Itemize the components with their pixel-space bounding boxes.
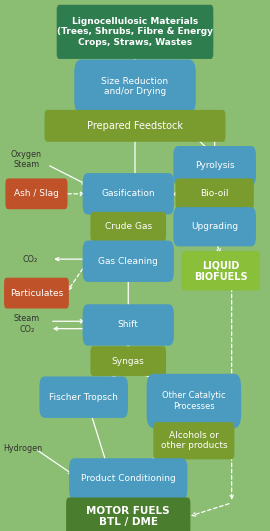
FancyBboxPatch shape xyxy=(90,346,166,376)
FancyBboxPatch shape xyxy=(39,376,128,418)
FancyBboxPatch shape xyxy=(83,304,174,346)
Text: Pyrolysis: Pyrolysis xyxy=(195,161,234,170)
Text: CO₂: CO₂ xyxy=(23,255,38,263)
Text: Other Catalytic
Processes: Other Catalytic Processes xyxy=(162,391,226,410)
FancyBboxPatch shape xyxy=(66,498,190,531)
FancyBboxPatch shape xyxy=(147,374,241,428)
FancyBboxPatch shape xyxy=(83,173,174,215)
Text: LIQUID
BIOFUELS: LIQUID BIOFUELS xyxy=(194,260,248,281)
Text: Size Reduction
and/or Drying: Size Reduction and/or Drying xyxy=(102,77,168,96)
Text: Shift: Shift xyxy=(118,321,139,329)
Text: Hydrogen: Hydrogen xyxy=(4,444,42,453)
FancyBboxPatch shape xyxy=(153,422,234,459)
Text: Ash / Slag: Ash / Slag xyxy=(14,190,59,198)
Text: Oxygen
Steam: Oxygen Steam xyxy=(11,150,42,169)
Text: Particulates: Particulates xyxy=(10,289,63,297)
FancyBboxPatch shape xyxy=(90,212,166,242)
FancyBboxPatch shape xyxy=(173,146,256,185)
FancyBboxPatch shape xyxy=(74,59,196,114)
FancyBboxPatch shape xyxy=(182,251,260,290)
Text: Alcohols or
other products: Alcohols or other products xyxy=(161,431,227,450)
Text: Product Conditioning: Product Conditioning xyxy=(81,475,176,483)
FancyBboxPatch shape xyxy=(173,207,256,246)
Text: Upgrading: Upgrading xyxy=(191,222,238,231)
Text: Fischer Tropsch: Fischer Tropsch xyxy=(49,393,118,401)
FancyBboxPatch shape xyxy=(69,458,187,500)
Text: Lignocellulosic Materials
(Trees, Shrubs, Fibre & Energy
Crops, Straws, Wastes: Lignocellulosic Materials (Trees, Shrubs… xyxy=(57,17,213,47)
FancyBboxPatch shape xyxy=(45,110,225,142)
FancyBboxPatch shape xyxy=(176,178,254,209)
FancyBboxPatch shape xyxy=(4,278,69,309)
FancyBboxPatch shape xyxy=(83,241,174,282)
Text: Bio-oil: Bio-oil xyxy=(200,190,229,198)
Text: Gasification: Gasification xyxy=(102,190,155,198)
Text: Crude Gas: Crude Gas xyxy=(105,222,152,231)
FancyBboxPatch shape xyxy=(5,178,68,209)
FancyBboxPatch shape xyxy=(57,5,213,59)
Text: Prepared Feedstock: Prepared Feedstock xyxy=(87,121,183,131)
Text: Syngas: Syngas xyxy=(112,357,145,365)
Text: MOTOR FUELS
BTL / DME: MOTOR FUELS BTL / DME xyxy=(86,506,170,527)
Text: Steam
CO₂: Steam CO₂ xyxy=(14,314,40,333)
Text: Gas Cleaning: Gas Cleaning xyxy=(98,257,158,266)
